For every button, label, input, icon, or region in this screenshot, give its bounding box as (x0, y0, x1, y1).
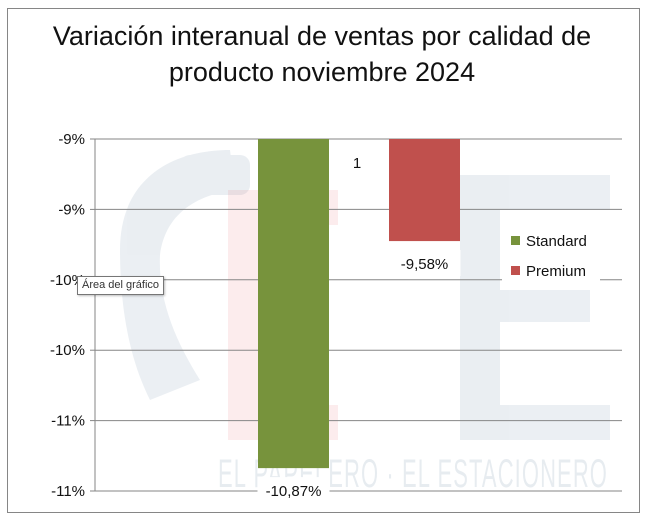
data-label-premium: -9,58% (401, 256, 449, 273)
legend-label-standard: Standard (526, 233, 587, 250)
legend-swatch-standard (511, 236, 520, 245)
bar-standard[interactable] (258, 139, 329, 469)
data-labels: -10,87% -9,58% (257, 250, 461, 504)
y-tick-label: -11% (51, 413, 85, 430)
legend-item-standard[interactable]: Standard (511, 232, 587, 252)
legend-swatch-premium (511, 266, 520, 275)
data-label-bg (388, 250, 461, 277)
y-tick-label: -10% (50, 272, 85, 289)
y-tick-label: -10% (50, 342, 85, 359)
y-tick-label: -9% (58, 201, 85, 218)
category-label: 1 (353, 155, 361, 172)
gridlines (95, 138, 622, 492)
y-axis-ticks: -9% -9% -10% -10% -11% -11% (50, 131, 95, 500)
data-label-bg (257, 477, 330, 504)
chart-area-tooltip: Área del gráfico (77, 276, 165, 295)
y-tick-label: -11% (51, 483, 85, 500)
chart-title: Variación interanual de ventas por calid… (52, 21, 592, 87)
y-tick-label: -9% (58, 131, 85, 148)
bars (258, 139, 460, 469)
data-label-standard: -10,87% (266, 483, 322, 500)
legend-label-premium: Premium (526, 263, 587, 280)
legend[interactable]: Standard Premium (502, 226, 600, 284)
legend-item-premium[interactable]: Premium (511, 262, 586, 282)
bar-premium[interactable] (389, 139, 460, 242)
